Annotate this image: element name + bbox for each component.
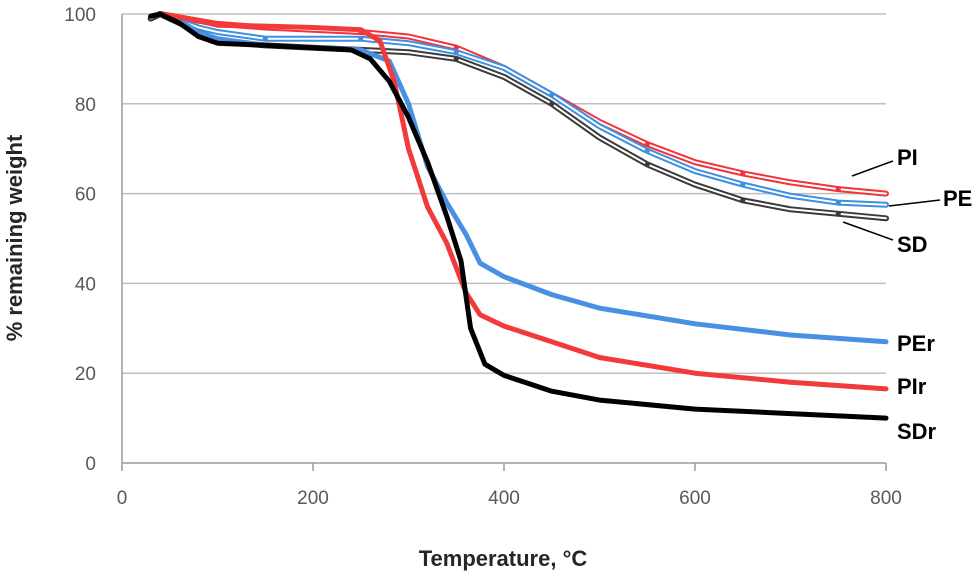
leader-line-pi xyxy=(851,160,894,177)
series-label-sd: SD xyxy=(897,232,928,257)
series-point-sd xyxy=(644,161,650,168)
leader-line-pe xyxy=(888,199,941,207)
series-lines xyxy=(147,11,889,421)
series-line-pe-inner xyxy=(149,13,887,206)
y-axis-title: % remaining weight xyxy=(2,134,27,341)
series-point-pe xyxy=(358,36,364,42)
series-point-pe xyxy=(549,92,555,98)
series-sdr xyxy=(148,11,889,421)
y-tick-label: 100 xyxy=(64,5,96,26)
series-point-pe xyxy=(644,148,650,154)
series-point-pe xyxy=(740,182,746,188)
y-tick-label: 80 xyxy=(75,95,96,116)
series-point-sd xyxy=(740,197,746,203)
series-point-pi xyxy=(740,170,746,176)
series-label-sdr: SDr xyxy=(897,419,937,444)
series-line-pir xyxy=(148,11,889,392)
series-point-pe xyxy=(835,199,841,206)
series-point-pe xyxy=(262,36,268,42)
y-tick-label: 60 xyxy=(75,185,96,206)
series-point-pe xyxy=(453,49,459,55)
series-point-sd xyxy=(549,101,555,107)
axes xyxy=(121,14,887,471)
gridlines xyxy=(122,13,886,374)
series-point-pi xyxy=(835,186,841,192)
x-tick-label: 200 xyxy=(297,488,329,509)
x-tick-label: 800 xyxy=(870,488,902,509)
series-point-sd xyxy=(453,56,459,62)
x-tick-label: 0 xyxy=(117,488,128,509)
y-tick-label: 0 xyxy=(85,454,96,475)
series-label-pe: PE xyxy=(943,186,972,211)
series-label-pir: PIr xyxy=(897,374,927,399)
y-tick-label: 20 xyxy=(75,364,96,385)
series-line-sdr xyxy=(148,11,889,421)
x-tick-label: 400 xyxy=(488,488,520,509)
series-label-per: PEr xyxy=(897,331,935,356)
tick-labels: 0 20 40 60 80 100 0 200 400 600 800 xyxy=(64,5,902,509)
series-pe xyxy=(147,11,889,208)
series-pir xyxy=(148,11,889,392)
y-tick-label: 40 xyxy=(75,274,96,295)
series-point-pi xyxy=(644,141,650,147)
leader-line-sd xyxy=(842,221,894,241)
series-labels: PI PE SD PEr PIr SDr xyxy=(842,145,972,444)
x-tick-label: 600 xyxy=(679,488,711,509)
series-point-sd xyxy=(835,211,841,217)
x-axis-title: Temperature, °C xyxy=(419,546,588,571)
series-label-pi: PI xyxy=(897,145,918,170)
